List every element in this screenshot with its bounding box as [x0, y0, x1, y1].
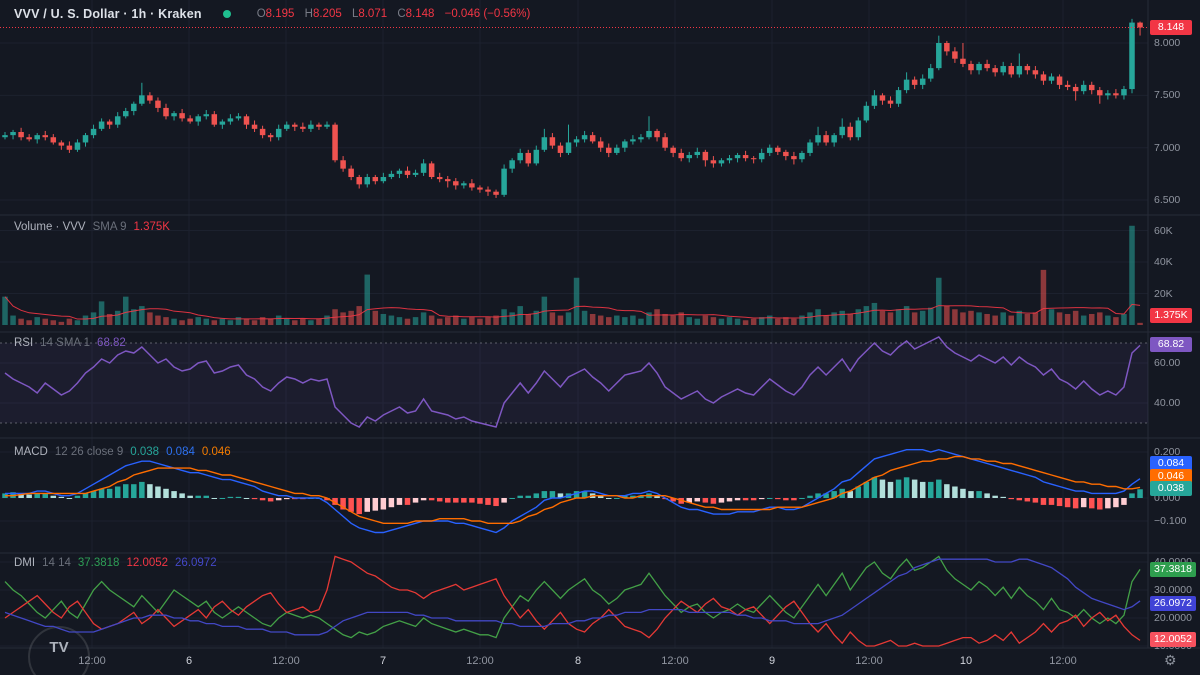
- price-axis-label: 7.500: [1154, 89, 1181, 102]
- macd-value-badge: 0.046: [1150, 468, 1192, 484]
- macd-line-value: 0.084: [166, 446, 195, 458]
- dmi-adx-line: [4, 558, 1141, 636]
- macd-axis-label: 0.200: [1154, 446, 1181, 458]
- price-axis-label: 8.000: [1154, 37, 1181, 49]
- ohlc-readout: O8.195 H8.205 L8.071 C8.148 −0.046 (−0.5…: [250, 8, 531, 20]
- volume-series: [2, 225, 1143, 325]
- macd-pane: [2, 448, 1143, 534]
- dmi-indicator-params: 14 14: [42, 557, 71, 569]
- dmi-value-badge: 26.0972: [1150, 596, 1196, 611]
- volume-indicator-title[interactable]: Volume · VVV: [14, 221, 86, 233]
- macd-indicator-params: 12 26 close 9: [54, 446, 124, 458]
- macd-hist-value: 0.038: [130, 446, 160, 458]
- macd-axis-label: −0.100: [1154, 515, 1187, 527]
- low-value: 8.071: [358, 8, 388, 20]
- main-pane-legend: VVV / U. S. Dollar · 1h · Kraken O8.195 …: [14, 7, 530, 21]
- time-axis-label: 12:00: [466, 655, 494, 667]
- dmi-indicator-title[interactable]: DMI: [14, 557, 36, 569]
- dmi-axis-label: 30.0000: [1154, 584, 1192, 596]
- rsi-indicator-value: 68.82: [97, 337, 126, 349]
- time-axis-label: 7: [379, 655, 387, 667]
- tradingview-logo-watermark: TV: [28, 626, 90, 675]
- rsi-indicator-params: 14 SMA 1: [40, 337, 91, 349]
- time-axis-label: 12:00: [272, 655, 300, 667]
- dmi-value-badge: 37.3818: [1150, 562, 1196, 577]
- time-axis-label: 12:00: [661, 655, 689, 667]
- time-axis-label: 10: [959, 655, 973, 667]
- macd-indicator-title[interactable]: MACD: [14, 446, 48, 458]
- close-value: 8.148: [405, 8, 435, 20]
- svg-text:TV: TV: [49, 639, 68, 656]
- dmi-axis-label: 20.0000: [1154, 612, 1192, 624]
- price-axis-label: 6.500: [1154, 194, 1181, 207]
- low-label: L: [351, 8, 359, 20]
- dmi-pane: [4, 555, 1141, 647]
- last-price-badge: 8.148: [1150, 19, 1192, 35]
- open-value: 8.195: [265, 8, 295, 20]
- candlestick-series: [2, 18, 1143, 198]
- volume-axis-label: 20K: [1154, 287, 1173, 300]
- volume-axis-label: 40K: [1154, 256, 1173, 268]
- symbol-title[interactable]: VVV / U. S. Dollar · 1h · Kraken: [14, 7, 202, 21]
- dmi-adx-value: 26.0972: [175, 557, 217, 569]
- volume-indicator-params: SMA 9: [92, 221, 127, 233]
- rsi-axis-label: 60.00: [1154, 357, 1181, 369]
- volume-indicator-value: 1.375K: [133, 221, 170, 233]
- rsi-pane: [0, 336, 1148, 428]
- price-scale[interactable]: 8.000 7.500 7.000 6.500 60K 40K 20K 60.00 40.00 0…: [1148, 0, 1200, 652]
- rsi-axis-label: 40.00: [1154, 397, 1181, 409]
- dmi-plus-di-line: [4, 555, 1141, 639]
- dmi-value-badge: 12.0052: [1150, 632, 1196, 647]
- rsi-value-badge: 68.82: [1150, 337, 1192, 353]
- change-value: −0.046 (−0.56%): [444, 8, 531, 20]
- high-value: 8.205: [312, 8, 342, 20]
- open-label: O: [256, 8, 266, 20]
- time-axis-settings-gear-icon[interactable]: ⚙: [1164, 652, 1177, 668]
- macd-value-badge: 0.038: [1150, 481, 1192, 496]
- volume-value-badge: 1.375K: [1150, 308, 1192, 323]
- dmi-pane-legend: DMI 14 14 37.3818 12.0052 26.0972: [14, 557, 217, 569]
- high-label: H: [304, 8, 313, 20]
- volume-axis-label: 60K: [1154, 224, 1173, 237]
- time-axis-label: 12:00: [1049, 655, 1077, 667]
- macd-signal-line: [5, 455, 1141, 524]
- rsi-line: [4, 336, 1141, 428]
- time-scale[interactable]: 12:00 6 12:00 7 12:00 8 12:00 9 12:00 10 12:00: [0, 648, 1200, 675]
- dmi-minus-di-value: 12.0052: [126, 557, 169, 569]
- time-axis-label: 9: [768, 655, 776, 667]
- time-axis-label: 12:00: [78, 655, 106, 667]
- dmi-plus-di-value: 37.3818: [77, 557, 120, 569]
- macd-pane-legend: MACD 12 26 close 9 0.038 0.084 0.046: [14, 446, 231, 458]
- rsi-pane-legend: RSI 14 SMA 1 68.82: [14, 337, 126, 349]
- macd-line: [5, 448, 1141, 534]
- time-axis-label: 6: [185, 655, 193, 667]
- time-axis-label: 12:00: [855, 655, 883, 667]
- macd-signal-value: 0.046: [201, 446, 231, 458]
- macd-value-badge: 0.084: [1150, 456, 1192, 471]
- volume-sma-line: [4, 296, 1141, 320]
- close-label: C: [397, 8, 406, 20]
- market-status-dot: [222, 10, 231, 18]
- dmi-minus-di-line: [4, 555, 1141, 647]
- rsi-indicator-title[interactable]: RSI: [14, 337, 34, 349]
- price-axis-label: 7.000: [1154, 141, 1181, 154]
- time-axis-label: 8: [574, 655, 582, 667]
- volume-pane-legend: Volume · VVV SMA 9 1.375K: [14, 221, 170, 233]
